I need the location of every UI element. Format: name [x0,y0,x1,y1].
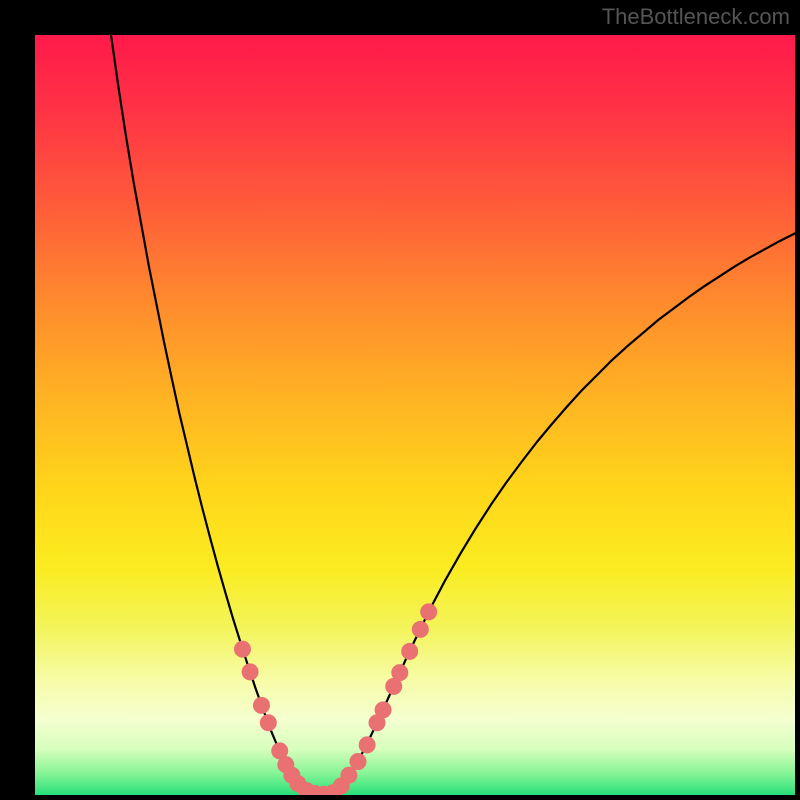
data-marker [260,715,276,731]
data-marker [359,737,375,753]
data-marker [412,621,428,637]
data-marker [234,641,250,657]
plot-svg [35,35,795,795]
data-marker [341,767,357,783]
data-marker [350,754,366,770]
data-marker [242,664,258,680]
data-marker [392,665,408,681]
chart-frame: TheBottleneck.com [0,0,800,800]
data-marker [421,604,437,620]
watermark-text: TheBottleneck.com [602,4,790,30]
data-marker [253,697,269,713]
plot-area [35,35,795,795]
data-marker [375,702,391,718]
gradient-background [35,35,795,795]
data-marker [402,643,418,659]
